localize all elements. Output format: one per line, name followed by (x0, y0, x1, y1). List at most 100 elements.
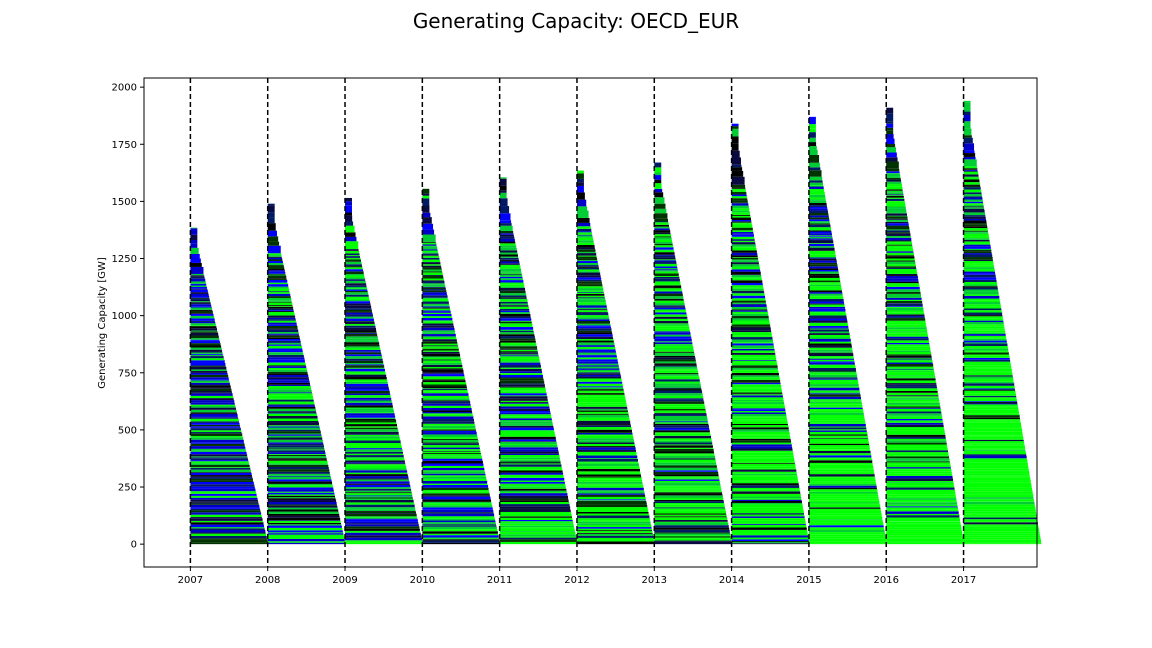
capacity-segment (422, 522, 496, 524)
capacity-segment (963, 268, 995, 272)
capacity-segment (345, 286, 367, 289)
capacity-segment (576, 336, 613, 338)
capacity-segment (499, 430, 555, 433)
capacity-segment (963, 199, 983, 202)
capacity-segment (190, 493, 257, 496)
capacity-segment (963, 494, 1034, 498)
capacity-segment (808, 132, 816, 138)
capacity-segment (345, 279, 366, 281)
capacity-segment (808, 323, 849, 326)
capacity-segment (345, 448, 403, 450)
capacity-segment (963, 343, 1008, 347)
capacity-segment (963, 226, 988, 229)
capacity-segment (886, 395, 939, 397)
capacity-segment (576, 334, 613, 337)
year-stack-2015 (808, 116, 887, 545)
capacity-segment (808, 333, 850, 335)
capacity-segment (422, 390, 468, 392)
capacity-segment (267, 412, 317, 413)
capacity-segment (808, 283, 841, 285)
capacity-segment (808, 449, 871, 451)
capacity-segment (499, 271, 522, 273)
capacity-segment (886, 501, 957, 503)
capacity-segment (345, 349, 381, 352)
year-stack-2007 (190, 227, 269, 545)
capacity-segment (808, 334, 851, 338)
capacity-segment (345, 266, 363, 268)
capacity-segment (499, 367, 542, 369)
capacity-segment (267, 434, 322, 436)
capacity-segment (731, 533, 808, 536)
capacity-segment (345, 524, 419, 527)
capacity-segment (422, 290, 447, 293)
capacity-segment (190, 504, 260, 508)
capacity-segment (731, 150, 740, 158)
capacity-segment (422, 283, 445, 285)
capacity-segment (499, 298, 527, 300)
capacity-segment (654, 508, 726, 511)
capacity-segment (190, 341, 221, 344)
capacity-segment (731, 359, 777, 361)
capacity-segment (808, 313, 847, 316)
capacity-segment (808, 284, 841, 287)
capacity-segment (422, 437, 478, 439)
capacity-segment (808, 476, 875, 478)
capacity-segment (808, 515, 882, 517)
capacity-segment (731, 212, 751, 215)
capacity-segment (808, 191, 825, 195)
capacity-segment (963, 335, 1006, 338)
capacity-segment (731, 393, 783, 395)
capacity-segment (576, 260, 598, 262)
capacity-segment (422, 384, 467, 387)
capacity-segment (731, 293, 765, 296)
capacity-segment (886, 271, 918, 274)
capacity-segment (731, 420, 788, 422)
capacity-segment (731, 421, 788, 424)
capacity-segment (422, 512, 494, 514)
capacity-segment (422, 346, 459, 349)
capacity-segment (886, 446, 948, 447)
capacity-segment (886, 428, 945, 431)
capacity-segment (654, 423, 709, 426)
capacity-segment (886, 380, 936, 382)
capacity-segment (654, 348, 694, 350)
capacity-segment (886, 191, 903, 193)
capacity-segment (267, 274, 286, 276)
capacity-segment (731, 194, 747, 197)
capacity-segment (190, 400, 235, 403)
capacity-segment (963, 521, 1038, 523)
capacity-segment (963, 380, 1014, 382)
capacity-segment (731, 203, 749, 206)
capacity-segment (499, 525, 574, 528)
capacity-segment (808, 277, 840, 281)
capacity-segment (422, 432, 477, 435)
capacity-segment (731, 332, 772, 334)
capacity-segment (190, 347, 222, 350)
capacity-segment (886, 212, 907, 214)
capacity-segment (963, 223, 987, 225)
capacity-segment (267, 319, 296, 321)
capacity-segment (422, 493, 490, 496)
capacity-segment (731, 310, 768, 312)
capacity-segment (731, 257, 759, 260)
capacity-segment (886, 442, 947, 445)
capacity-segment (190, 527, 265, 529)
capacity-segment (886, 157, 898, 162)
capacity-segment (654, 376, 700, 380)
capacity-segment (808, 393, 861, 395)
capacity-segment (499, 418, 552, 420)
capacity-segment (190, 467, 251, 470)
capacity-segment (267, 241, 280, 246)
capacity-segment (654, 432, 711, 434)
capacity-segment (963, 434, 1023, 436)
capacity-segment (576, 309, 608, 311)
capacity-segment (654, 203, 666, 209)
capacity-segment (576, 255, 597, 257)
capacity-segment (731, 257, 758, 258)
capacity-segment (886, 354, 932, 356)
capacity-segment (731, 333, 772, 336)
capacity-segment (499, 284, 525, 287)
capacity-segment (576, 298, 606, 300)
capacity-segment (731, 274, 761, 276)
capacity-segment (422, 350, 460, 352)
